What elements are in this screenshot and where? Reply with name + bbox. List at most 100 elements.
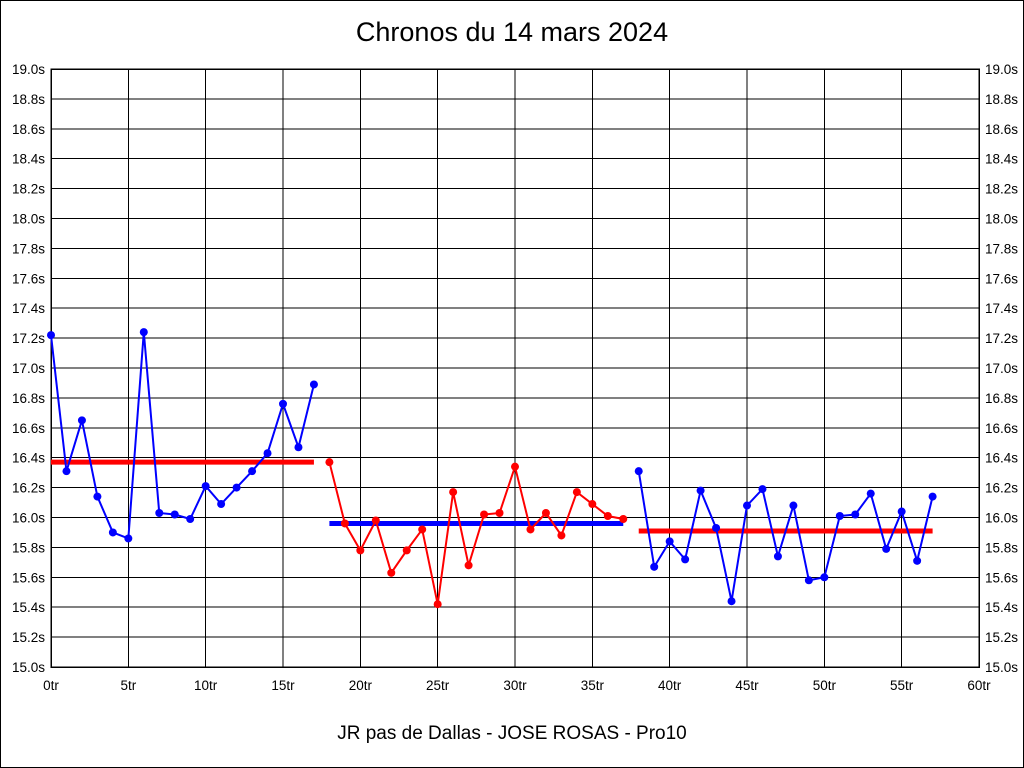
y-tick-label-left: 19.0s <box>12 62 45 77</box>
data-point-stint-3-laps <box>851 510 860 519</box>
data-point-stint-2-laps <box>588 500 597 509</box>
data-point-stint-1-laps <box>62 467 71 476</box>
x-tick-label: 55tr <box>890 678 914 693</box>
y-tick-label-right: 17.6s <box>985 271 1018 286</box>
plot-border <box>50 68 980 668</box>
data-point-stint-1-laps <box>217 500 226 509</box>
data-point-stint-2-laps <box>603 512 612 521</box>
data-point-stint-1-laps <box>93 492 102 501</box>
data-point-stint-2-laps <box>480 510 489 519</box>
data-point-stint-1-laps <box>248 467 257 476</box>
y-tick-label-left: 18.4s <box>12 152 45 167</box>
data-point-stint-2-laps <box>572 488 581 497</box>
x-tick-label: 50tr <box>813 678 837 693</box>
x-tick-label: 40tr <box>658 678 682 693</box>
y-tick-label-right: 16.0s <box>985 511 1018 526</box>
y-tick-label-left: 16.8s <box>12 391 45 406</box>
data-point-stint-2-laps <box>371 516 380 525</box>
data-point-stint-3-laps <box>820 573 829 582</box>
data-point-stint-2-laps <box>464 561 473 570</box>
y-tick-label-right: 17.2s <box>985 331 1018 346</box>
data-point-stint-1-laps <box>47 331 55 340</box>
data-point-stint-1-laps <box>124 534 133 543</box>
data-point-stint-1-laps <box>139 328 148 337</box>
data-point-stint-1-laps <box>263 449 272 458</box>
y-tick-label-left: 17.2s <box>12 331 45 346</box>
data-point-stint-3-laps <box>882 544 891 553</box>
y-tick-label-right: 16.2s <box>985 481 1018 496</box>
y-tick-label-right: 15.4s <box>985 600 1018 615</box>
data-point-stint-3-laps <box>758 485 767 494</box>
series-line-stint-1-laps <box>50 332 315 540</box>
data-point-stint-2-laps <box>387 568 396 577</box>
data-point-stint-2-laps <box>619 514 628 523</box>
data-point-stint-2-laps <box>433 600 442 609</box>
y-tick-label-left: 16.0s <box>12 511 45 526</box>
data-point-stint-2-laps <box>511 462 519 471</box>
data-point-stint-3-laps <box>928 492 937 501</box>
y-tick-label-left: 15.2s <box>12 630 45 645</box>
data-point-stint-3-laps <box>681 555 690 564</box>
y-tick-label-left: 15.6s <box>12 570 45 585</box>
data-point-stint-1-laps <box>170 510 179 519</box>
y-tick-label-right: 17.8s <box>985 241 1018 256</box>
data-point-stint-1-laps <box>232 483 241 492</box>
data-point-stint-3-laps <box>727 597 736 606</box>
y-tick-label-left: 17.8s <box>12 241 45 256</box>
y-tick-label-left: 15.4s <box>12 600 45 615</box>
y-tick-label-left: 16.2s <box>12 481 45 496</box>
chart-title: Chronos du 14 mars 2024 <box>355 17 669 47</box>
x-tick-label: 10tr <box>194 678 218 693</box>
x-tick-label: 25tr <box>426 678 450 693</box>
x-tick-label: 20tr <box>349 678 373 693</box>
y-tick-label-left: 15.8s <box>12 540 45 555</box>
y-tick-label-left: 18.0s <box>12 212 45 227</box>
y-tick-label-right: 19.0s <box>985 62 1018 77</box>
data-point-stint-3-laps <box>804 576 813 585</box>
data-point-stint-3-laps <box>835 512 844 521</box>
data-point-stint-2-laps <box>340 519 349 528</box>
data-point-stint-1-laps <box>294 443 303 452</box>
data-point-stint-3-laps <box>866 489 875 498</box>
data-point-stint-3-laps <box>696 486 705 495</box>
y-tick-label-left: 15.0s <box>12 660 45 675</box>
data-point-stint-2-laps <box>356 546 365 555</box>
y-tick-label-right: 17.4s <box>985 301 1018 316</box>
data-point-stint-2-laps <box>449 488 458 497</box>
data-point-stint-3-laps <box>634 467 643 476</box>
data-point-stint-2-laps <box>418 525 427 534</box>
y-tick-label-right: 15.2s <box>985 630 1018 645</box>
data-point-stint-2-laps <box>495 509 504 518</box>
y-tick-label-right: 16.8s <box>985 391 1018 406</box>
data-point-stint-2-laps <box>325 458 334 467</box>
y-tick-label-left: 16.4s <box>12 451 45 466</box>
x-tick-label: 30tr <box>503 678 527 693</box>
data-point-stint-2-laps <box>557 531 566 540</box>
x-tick-label: 15tr <box>271 678 295 693</box>
data-point-stint-2-laps <box>526 525 535 534</box>
data-point-stint-3-laps <box>712 523 721 532</box>
data-point-stint-3-laps <box>789 501 798 510</box>
data-point-stint-3-laps <box>665 537 674 546</box>
y-tick-label-left: 17.0s <box>12 361 45 376</box>
data-point-stint-1-laps <box>279 399 287 408</box>
y-tick-label-right: 16.4s <box>985 451 1018 466</box>
data-point-stint-1-laps <box>108 528 117 537</box>
y-tick-label-left: 16.6s <box>12 421 45 436</box>
data-point-stint-1-laps <box>201 482 210 491</box>
data-point-stint-1-laps <box>155 509 164 518</box>
series-line-stint-2-laps <box>328 461 624 605</box>
series-line-stint-3-laps <box>637 470 934 602</box>
data-point-stint-2-laps <box>402 546 411 555</box>
y-tick-label-left: 18.2s <box>12 182 45 197</box>
data-point-stint-1-laps <box>309 380 318 389</box>
y-tick-label-right: 16.6s <box>985 421 1018 436</box>
data-point-stint-3-laps <box>650 562 659 571</box>
x-tick-label: 0tr <box>43 678 59 693</box>
y-tick-label-left: 17.6s <box>12 271 45 286</box>
y-tick-label-right: 18.4s <box>985 152 1018 167</box>
y-tick-label-right: 15.8s <box>985 540 1018 555</box>
chart-footer: JR pas de Dallas - JOSE ROSAS - Pro10 <box>337 723 687 744</box>
y-tick-label-right: 18.8s <box>985 92 1018 107</box>
